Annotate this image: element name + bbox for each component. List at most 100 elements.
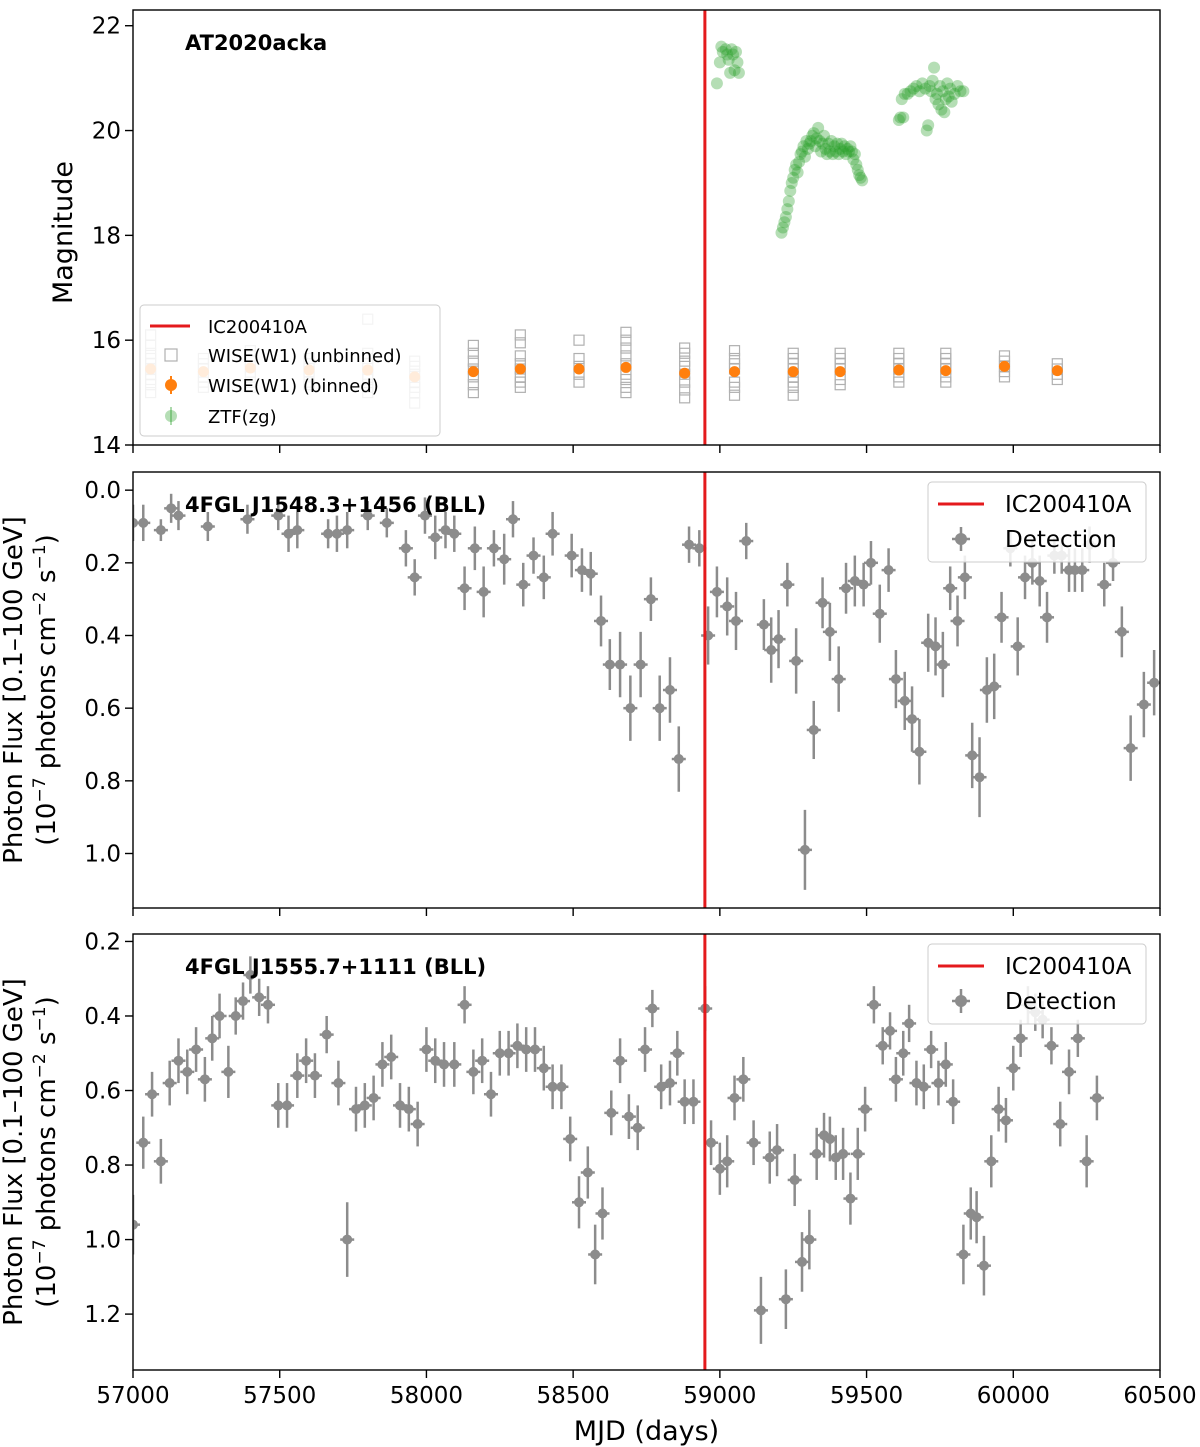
ztf-point (794, 148, 807, 161)
detection-point (865, 557, 876, 568)
detection-point (672, 1048, 683, 1059)
x-tick-label: 58500 (537, 1383, 610, 1409)
wise-unbinned-point (514, 381, 526, 393)
ztf-point (941, 77, 954, 90)
detection-point (688, 1096, 699, 1107)
legend-square-swatch (164, 348, 178, 362)
detection-point (359, 1100, 370, 1111)
detection-point (282, 1100, 293, 1111)
ztf-point (710, 77, 723, 90)
detection-point (1015, 1033, 1026, 1044)
ztf-point (727, 48, 740, 61)
wise-binned-point (620, 361, 632, 373)
legend: IC200410A Detection (927, 481, 1147, 563)
ztf-point (957, 85, 970, 98)
detection-point (1099, 579, 1110, 590)
y-tick-label: 1.0 (84, 1228, 121, 1254)
ztf-point (823, 145, 836, 158)
detection-point (722, 601, 733, 612)
wise-unbinned-point (679, 384, 691, 396)
detection-point (1034, 576, 1045, 586)
ztf-point (729, 45, 742, 58)
ztf-point (838, 140, 851, 153)
ztf-point (854, 171, 867, 184)
detection-point (547, 528, 558, 539)
detection-point (623, 1111, 634, 1122)
y-axis-label: Photon Flux [0.1–100 GeV] (0, 978, 29, 1326)
detection-point (409, 572, 420, 583)
detection-point (679, 1096, 690, 1107)
label-part: s (32, 1031, 62, 1053)
detection-point (930, 641, 941, 652)
ztf-point (834, 142, 847, 155)
detection-point (419, 510, 430, 521)
ztf-point (715, 40, 728, 53)
y-tick-label: 0.6 (84, 1079, 121, 1105)
detection-point (640, 1044, 651, 1055)
ztf-point (722, 53, 735, 66)
y-tick-label: 16 (92, 328, 121, 354)
ztf-point (935, 103, 948, 116)
ztf-point (716, 45, 729, 58)
detection-point (597, 1208, 608, 1219)
detection-point (860, 1104, 871, 1115)
ztf-point (942, 90, 955, 103)
ztf-point (804, 135, 817, 148)
detection-point (940, 1059, 951, 1070)
ztf-point (787, 171, 800, 184)
ztf-point (841, 142, 854, 155)
ztf-point (807, 127, 820, 140)
wise-binned-point (467, 366, 479, 378)
detection-point (155, 1156, 166, 1167)
detection-point (1046, 1040, 1057, 1051)
y-axis-label-units: (10−7 photons cm−2 s−1) (30, 534, 62, 846)
ztf-point (790, 158, 803, 171)
detection-point (1138, 699, 1149, 710)
detection-point (978, 1260, 989, 1271)
detection-point (673, 754, 684, 765)
legend-box (927, 481, 1147, 563)
detection-point (478, 586, 489, 597)
detection-point (503, 1048, 514, 1059)
x-tick-label: 60000 (977, 1383, 1050, 1409)
detection-point (254, 992, 265, 1003)
detection-point (238, 996, 249, 1007)
x-tick-label: 57500 (243, 1383, 316, 1409)
detection-point (926, 1044, 937, 1055)
detection-point (933, 1078, 944, 1089)
wise-unbinned-point (787, 347, 799, 359)
detection-point (766, 645, 777, 656)
detection-point (615, 659, 626, 670)
axes-frame (132, 471, 1161, 909)
detection-point (993, 1104, 1004, 1115)
ztf-point (938, 106, 951, 119)
detection-point (989, 681, 1000, 692)
detection-point (1064, 1066, 1075, 1077)
panel-3: 0.2 0.4 0.6 0.8 1.0 1.2 57000 57500 58000 58500 59… (0, 929, 1197, 1447)
detection-point (632, 1122, 643, 1133)
wise-unbinned-point (514, 337, 526, 349)
detection-point (811, 1148, 822, 1159)
ztf-point (837, 145, 850, 158)
label-part: photons cm (32, 616, 62, 777)
detection-point (773, 634, 784, 645)
ztf-point (797, 140, 810, 153)
detection-point (852, 1148, 863, 1159)
series-detection (133, 493, 1160, 890)
detection-point (606, 1107, 617, 1118)
ztf-point (904, 85, 917, 98)
ztf-point (894, 111, 907, 124)
detection-point (918, 1081, 929, 1092)
detection-point (133, 1219, 138, 1230)
ztf-point (829, 145, 842, 158)
detection-point (1081, 1156, 1092, 1167)
detection-point (883, 565, 894, 576)
ztf-point (831, 137, 844, 150)
detection-point (967, 750, 978, 761)
wise-unbinned-point (514, 350, 526, 362)
detection-point (797, 1256, 808, 1267)
detection-point (748, 1137, 759, 1148)
detection-point (874, 608, 885, 619)
label-part: ) (32, 996, 62, 1006)
legend-ztf-swatch (165, 410, 177, 422)
